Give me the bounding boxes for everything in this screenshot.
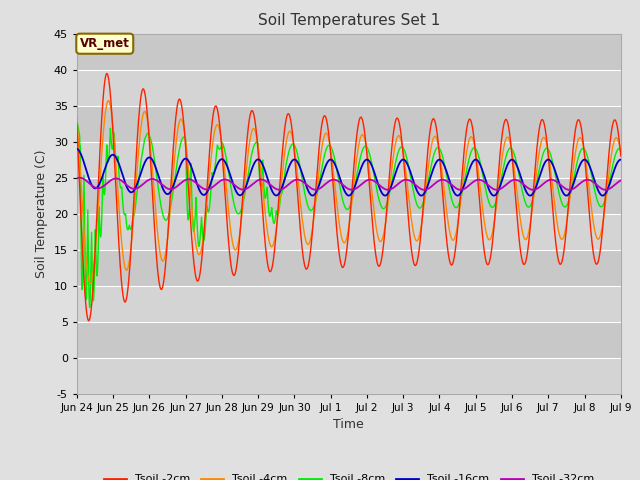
Bar: [77, 214, 621, 250]
Bar: [77, 286, 621, 322]
Bar: [77, 250, 621, 286]
Bar: [77, 142, 621, 178]
Bar: [77, 358, 621, 394]
Bar: [77, 106, 621, 142]
Y-axis label: Soil Temperature (C): Soil Temperature (C): [35, 149, 48, 278]
Title: Soil Temperatures Set 1: Soil Temperatures Set 1: [258, 13, 440, 28]
Bar: [77, 178, 621, 214]
Bar: [77, 322, 621, 358]
X-axis label: Time: Time: [333, 418, 364, 431]
Text: VR_met: VR_met: [80, 37, 130, 50]
Legend: Tsoil -2cm, Tsoil -4cm, Tsoil -8cm, Tsoil -16cm, Tsoil -32cm: Tsoil -2cm, Tsoil -4cm, Tsoil -8cm, Tsoi…: [99, 470, 598, 480]
Bar: [77, 34, 621, 70]
Bar: [77, 70, 621, 106]
